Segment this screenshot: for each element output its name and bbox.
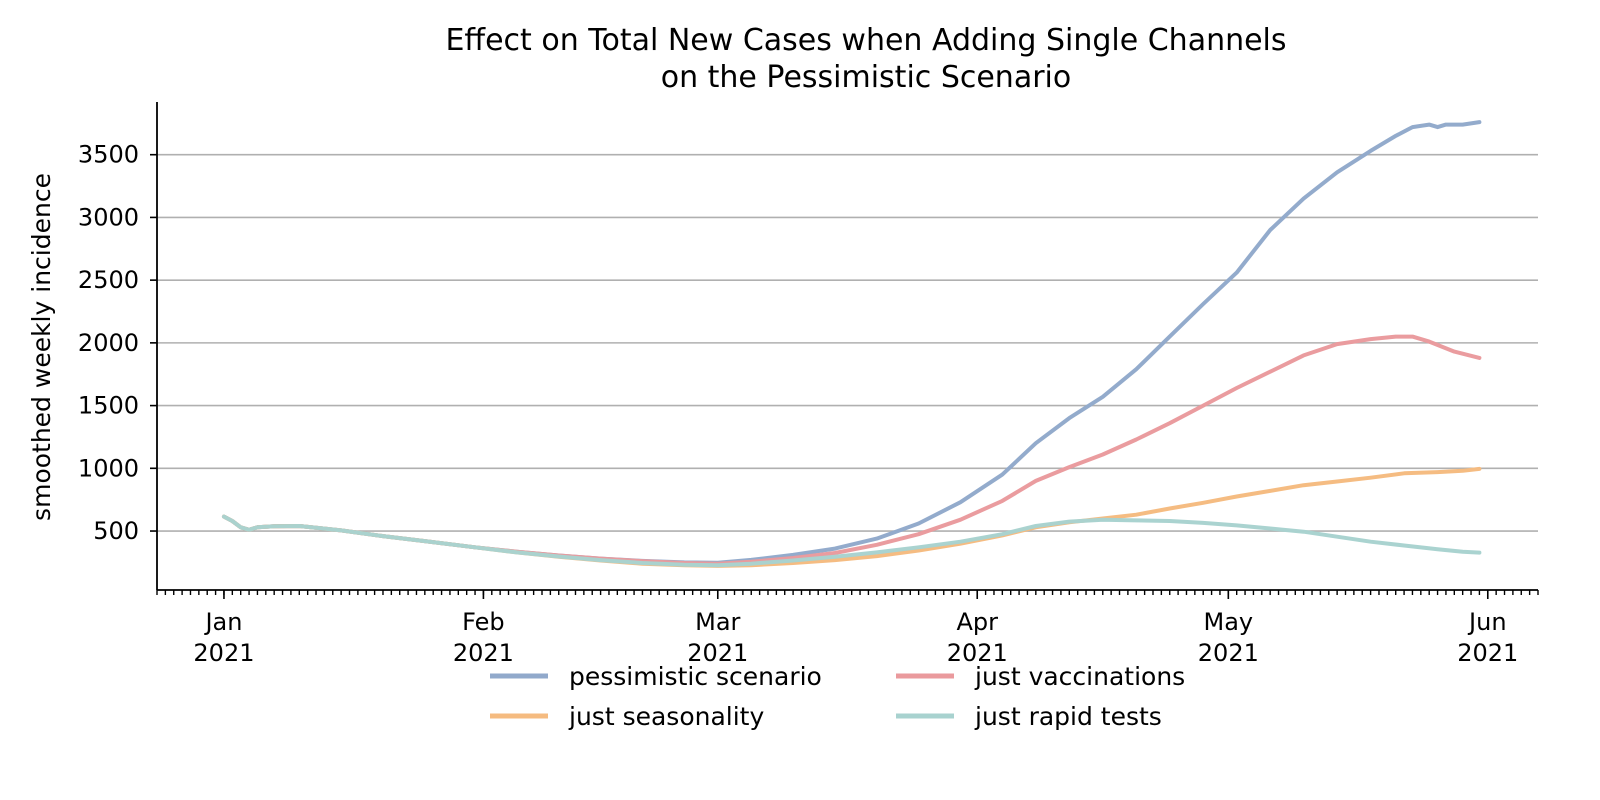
y-tick-label: 2500 <box>78 266 139 294</box>
y-tick-label: 500 <box>93 517 139 545</box>
x-tick-label-month: Mar <box>695 608 740 636</box>
legend-label-just-vaccinations: just vaccinations <box>974 662 1185 691</box>
x-tick-label-month: Jun <box>1467 608 1507 636</box>
legend-label-pessimistic-scenario: pessimistic scenario <box>569 662 822 691</box>
x-tick-label-year: 2021 <box>1198 639 1259 667</box>
x-tick-label-month: Feb <box>462 608 505 636</box>
y-tick-label: 2000 <box>78 329 139 357</box>
legend: pessimistic scenario just vaccinations jus… <box>490 662 1185 731</box>
legend-label-just-rapid-tests: just rapid tests <box>974 702 1162 731</box>
x-tick-label-year: 2021 <box>193 639 254 667</box>
axes: 500 1000 1500 2000 2500 3000 3500 Jan 2021 Feb 202… <box>78 102 1539 667</box>
gridlines <box>157 153 1538 532</box>
series-lines <box>222 120 1482 568</box>
x-tick-label-year: 2021 <box>947 639 1008 667</box>
chart-title: Effect on Total New Cases when Adding Si… <box>445 23 1286 58</box>
x-tick-label-year: 2021 <box>1457 639 1518 667</box>
chart-subtitle: on the Pessimistic Scenario <box>661 60 1071 95</box>
x-tick-label-month: May <box>1204 608 1254 636</box>
x-tick-label-year: 2021 <box>687 639 748 667</box>
x-tick-label-month: Jan <box>203 608 242 636</box>
y-tick-label: 1000 <box>78 454 139 482</box>
legend-label-just-seasonality: just seasonality <box>568 702 764 731</box>
x-tick-label-year: 2021 <box>453 639 514 667</box>
y-tick-label: 3500 <box>78 141 139 169</box>
y-tick-label: 3000 <box>78 203 139 231</box>
series-line-just-rapid-tests <box>222 514 1482 568</box>
y-axis-label: smoothed weekly incidence <box>27 173 56 521</box>
y-tick-label: 1500 <box>78 392 139 420</box>
x-tick-label-month: Apr <box>956 608 998 636</box>
